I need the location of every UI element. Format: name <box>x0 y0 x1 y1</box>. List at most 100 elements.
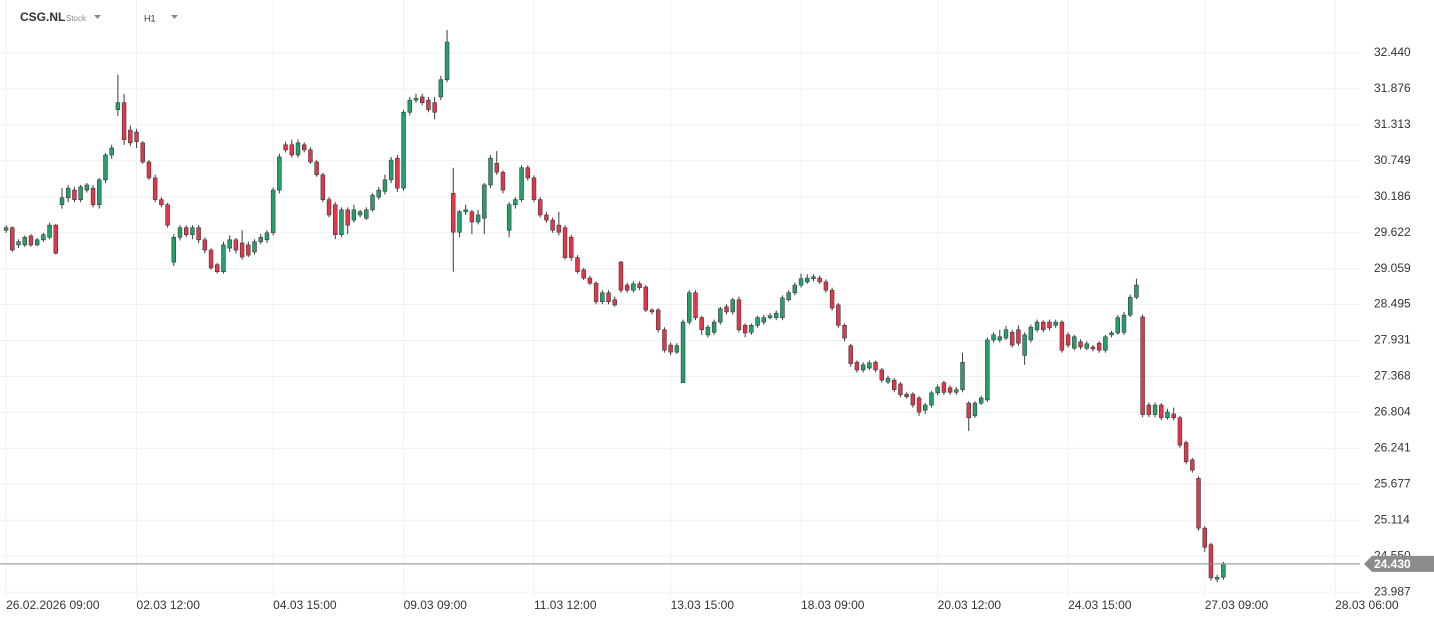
candle-body <box>997 336 1003 341</box>
candle-body <box>1041 321 1046 331</box>
candle-body <box>680 321 686 383</box>
candle-body <box>364 209 369 219</box>
candle-body <box>649 309 655 313</box>
candle-body <box>587 277 593 284</box>
candle-body <box>16 241 21 246</box>
x-tick-label: 18.03 09:00 <box>801 598 865 612</box>
candle-body <box>264 232 270 241</box>
y-tick-label: 27.368 <box>1374 369 1411 383</box>
candle-body <box>991 334 996 341</box>
candle-body <box>1221 563 1226 578</box>
candle-body <box>854 361 860 371</box>
candle-body <box>792 284 798 294</box>
candle-body <box>270 189 276 234</box>
candle-body <box>829 289 835 309</box>
candle-body <box>631 283 636 291</box>
candle-body <box>97 179 102 206</box>
candle-body <box>1109 332 1114 336</box>
candle-body <box>941 382 947 393</box>
candle-body <box>873 361 878 371</box>
candle-body <box>10 227 15 251</box>
candle-body <box>736 299 742 331</box>
symbol[interactable]: CSG.NL <box>20 10 65 24</box>
candle-body <box>544 214 549 221</box>
interval[interactable]: H1 <box>144 13 156 23</box>
axes: 23.98724.55025.11425.67726.24126.80427.3… <box>6 45 1411 612</box>
candle-body <box>1190 459 1195 471</box>
candle-body <box>562 227 568 258</box>
last-price-box <box>1364 555 1434 572</box>
candle-body <box>72 189 77 200</box>
candle-body <box>674 345 680 353</box>
candle-body <box>407 99 413 113</box>
candle-body <box>581 269 586 279</box>
candle-body <box>798 278 804 286</box>
x-tick-label: 09.03 09:00 <box>404 598 468 612</box>
candle-body <box>320 174 326 200</box>
candle-body <box>1034 321 1040 331</box>
candle-body <box>183 227 189 236</box>
candle-body <box>258 236 263 243</box>
candle-body <box>773 312 779 318</box>
candle-body <box>550 219 555 231</box>
candle-body <box>978 397 984 404</box>
y-tick-label: 29.622 <box>1374 225 1411 239</box>
x-tick-label: 26.02.2026 09:00 <box>6 598 100 612</box>
candle-body <box>600 292 605 302</box>
candle-body <box>395 157 400 189</box>
x-tick-label: 11.03 12:00 <box>534 598 597 612</box>
y-tick-label: 26.804 <box>1374 405 1411 419</box>
candle-body <box>78 186 83 200</box>
candle-body <box>289 144 295 156</box>
candle-body <box>233 239 239 251</box>
candle-body <box>469 211 475 223</box>
candle-body <box>177 227 183 238</box>
candle-body <box>121 102 127 140</box>
interval-dropdown[interactable] <box>171 15 178 19</box>
candle-body <box>935 386 940 394</box>
candle-body <box>1065 334 1071 346</box>
candle-body <box>1152 404 1158 415</box>
candle-body <box>388 159 394 181</box>
y-tick-label: 28.495 <box>1374 297 1411 311</box>
candle-body <box>1208 544 1214 579</box>
candles <box>3 29 1226 583</box>
candle-body <box>637 283 642 288</box>
candle-body <box>3 227 9 231</box>
candle-body <box>65 187 71 199</box>
candle-body <box>1003 329 1009 339</box>
candle-body <box>227 239 232 249</box>
candle-body <box>339 209 344 236</box>
candle-body <box>1078 341 1083 348</box>
candle-body <box>860 364 866 371</box>
candle-body <box>1134 284 1139 298</box>
candle-body <box>351 209 357 221</box>
candle-body <box>1121 314 1127 333</box>
candle-body <box>1047 321 1052 329</box>
candle-body <box>301 144 307 151</box>
candle-body <box>885 377 891 383</box>
candle-body <box>985 339 990 401</box>
x-tick-label: 20.03 12:00 <box>938 598 1002 612</box>
candle-body <box>761 317 767 323</box>
symbol-dropdown[interactable] <box>94 15 101 19</box>
candle-body <box>488 157 493 186</box>
candle-body <box>59 197 65 206</box>
candle-body <box>482 184 487 219</box>
candle-body <box>537 199 543 216</box>
candle-body <box>668 344 673 353</box>
candle-body <box>1028 326 1034 341</box>
candle-body <box>463 209 468 213</box>
candle-body <box>221 244 226 273</box>
candle-body <box>314 161 319 176</box>
candle-body <box>730 299 735 313</box>
candle-body <box>879 369 885 381</box>
candle-body <box>1059 321 1065 351</box>
candle-body <box>215 264 220 273</box>
candle-body <box>357 211 363 216</box>
candle-body <box>506 204 512 231</box>
x-tick-label: 28.03 06:00 <box>1335 598 1399 612</box>
candle-body <box>1202 527 1207 548</box>
candle-body <box>494 162 499 173</box>
candle-body <box>1140 316 1145 415</box>
